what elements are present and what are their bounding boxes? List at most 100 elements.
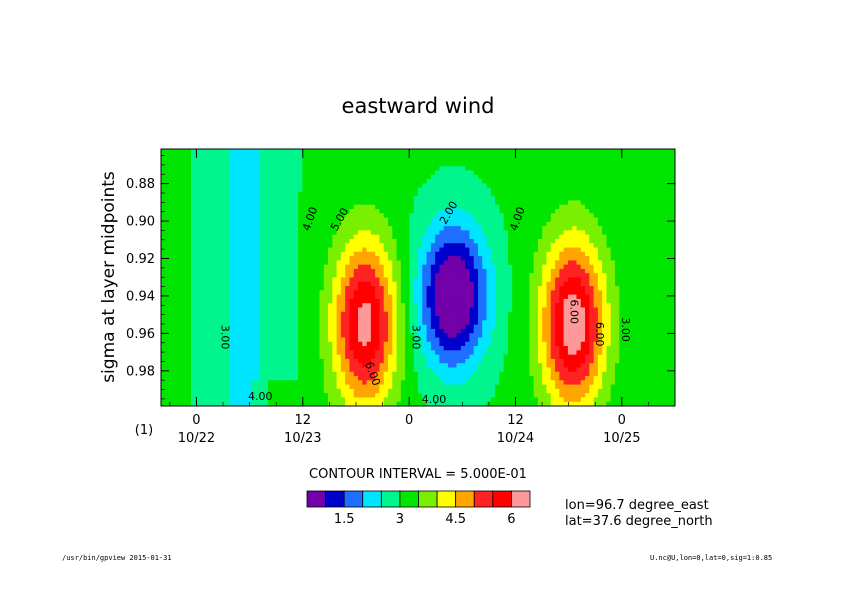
- field-cell: [503, 290, 509, 296]
- field-cell: [370, 217, 376, 223]
- field-cell: [460, 324, 466, 330]
- field-cell: [212, 243, 218, 249]
- field-cell: [315, 384, 321, 390]
- field-cell: [358, 238, 363, 244]
- field-cell: [165, 208, 171, 214]
- field-cell: [477, 290, 483, 296]
- field-cell: [203, 311, 209, 317]
- field-cell: [306, 213, 312, 219]
- field-cell: [499, 234, 505, 240]
- field-cell: [392, 251, 398, 257]
- field-cell: [413, 333, 419, 339]
- field-cell: [263, 286, 269, 291]
- field-cell: [293, 384, 299, 390]
- field-cell: [469, 376, 475, 381]
- field-cell: [178, 191, 184, 197]
- field-cell: [238, 238, 243, 244]
- field-cell: [482, 196, 488, 201]
- field-cell: [362, 341, 368, 347]
- field-cell: [477, 388, 483, 394]
- field-cell: [306, 230, 312, 236]
- field-cell: [280, 346, 286, 351]
- field-cell: [263, 264, 269, 270]
- field-cell: [280, 277, 286, 283]
- field-cell: [383, 294, 389, 300]
- field-cell: [435, 260, 441, 266]
- field-cell: [375, 401, 381, 406]
- field-cell: [319, 397, 325, 403]
- field-cell: [173, 161, 179, 167]
- field-cell: [418, 226, 423, 231]
- field-cell: [366, 149, 372, 154]
- field-cell: [310, 208, 316, 214]
- field-cell: [289, 277, 295, 283]
- field-cell: [460, 380, 466, 386]
- field-cell: [465, 217, 470, 223]
- field-cell: [302, 281, 308, 287]
- field-cell: [233, 384, 239, 390]
- field-cell: [319, 380, 325, 386]
- field-cell: [388, 230, 393, 236]
- field-cell: [418, 251, 423, 257]
- field-cell: [190, 397, 196, 403]
- field-cell: [323, 324, 329, 330]
- field-cell: [246, 320, 252, 326]
- field-cell: [276, 230, 282, 236]
- field-cell: [203, 307, 209, 313]
- field-cell: [195, 226, 201, 231]
- field-cell: [495, 230, 500, 236]
- field-cell: [490, 247, 496, 253]
- field-cell: [203, 290, 209, 296]
- field-cell: [242, 316, 248, 321]
- field-cell: [435, 166, 441, 172]
- field-cell: [225, 157, 231, 163]
- field-cell: [169, 264, 175, 270]
- field-cell: [229, 230, 235, 236]
- field-cell: [418, 324, 423, 330]
- field-cell: [422, 303, 428, 309]
- field-cell: [186, 380, 192, 386]
- field-cell: [203, 286, 209, 291]
- field-cell: [426, 307, 432, 313]
- field-cell: [490, 350, 496, 356]
- field-cell: [456, 307, 462, 313]
- field-cell: [268, 290, 273, 296]
- field-cell: [349, 217, 355, 223]
- field-cell: [161, 157, 166, 163]
- field-cell: [345, 371, 351, 377]
- field-cell: [375, 337, 381, 343]
- field-cell: [332, 333, 338, 339]
- field-cell: [190, 178, 196, 184]
- field-cell: [263, 183, 269, 189]
- field-cell: [250, 286, 256, 291]
- field-cell: [443, 256, 449, 261]
- field-cell: [499, 277, 505, 283]
- field-cell: [328, 191, 333, 197]
- field-cell: [186, 187, 192, 193]
- field-cell: [165, 363, 171, 369]
- field-cell: [250, 243, 256, 249]
- field-cell: [392, 161, 398, 167]
- field-cell: [383, 371, 389, 377]
- field-cell: [336, 397, 342, 403]
- field-cell: [435, 371, 441, 377]
- field-cell: [178, 183, 184, 189]
- field-cell: [310, 243, 316, 249]
- field-cell: [323, 337, 329, 343]
- field-cell: [212, 286, 218, 291]
- field-cell: [473, 316, 479, 321]
- field-cell: [328, 324, 333, 330]
- field-cell: [362, 376, 368, 381]
- field-cell: [465, 273, 470, 279]
- field-cell: [272, 333, 278, 339]
- field-cell: [426, 298, 432, 304]
- field-cell: [208, 213, 213, 219]
- field-cell: [456, 311, 462, 317]
- field-cell: [447, 294, 453, 300]
- field-cell: [332, 393, 338, 399]
- field-cell: [379, 286, 385, 291]
- field-cell: [169, 166, 175, 172]
- field-cell: [225, 311, 231, 317]
- field-cell: [268, 384, 273, 390]
- field-cell: [422, 247, 428, 253]
